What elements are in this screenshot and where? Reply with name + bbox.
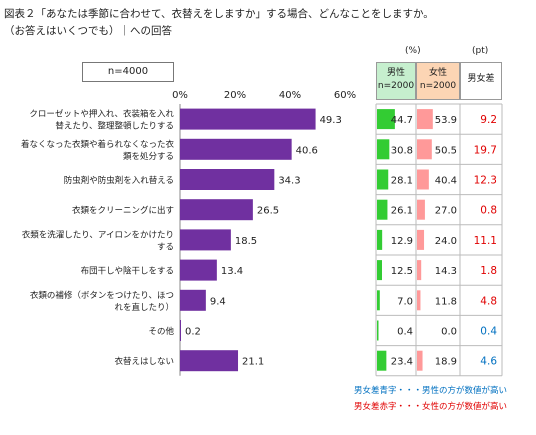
male-value-label: 12.5 bbox=[391, 266, 413, 277]
female-value-label: 40.4 bbox=[435, 176, 457, 187]
category-label: 替えたり、整理整頓したりする bbox=[55, 121, 174, 132]
male-value-label: 12.9 bbox=[391, 236, 413, 247]
female-value-label: 18.9 bbox=[435, 357, 457, 368]
female-value-label: 27.0 bbox=[435, 206, 457, 217]
bar bbox=[180, 138, 292, 160]
male-bar bbox=[377, 290, 380, 311]
female-header: 女性 n=2000 bbox=[416, 62, 460, 100]
male-value-label: 44.7 bbox=[391, 115, 413, 126]
female-value-label: 14.3 bbox=[435, 266, 457, 277]
bar-value-label: 26.5 bbox=[257, 206, 279, 217]
bar bbox=[180, 320, 181, 341]
female-bar bbox=[417, 109, 433, 130]
male-value-label: 26.1 bbox=[391, 206, 413, 217]
legend-male-higher: 男女差青字・・・男性の方が数値が高い bbox=[354, 386, 508, 396]
category-label: 衣類を洗濯したり、アイロンをかけたり bbox=[22, 229, 174, 240]
male-header: 男性 n=2000 bbox=[376, 62, 416, 100]
male-bar bbox=[377, 229, 383, 250]
category-label: 布団干しや陰干しをする bbox=[81, 266, 174, 277]
category-label: 類を処分する bbox=[123, 151, 174, 162]
male-header-label: 男性 bbox=[386, 68, 405, 78]
unit-percent: (%) bbox=[405, 46, 421, 56]
sample-size-box: n=4000 bbox=[82, 62, 174, 82]
bar bbox=[180, 108, 316, 130]
x-tick-label: 20% bbox=[224, 90, 246, 101]
male-bar bbox=[377, 109, 395, 130]
category-label: 衣類をクリーニングに出す bbox=[72, 205, 174, 216]
x-tick-label: 40% bbox=[279, 90, 301, 101]
bar bbox=[180, 169, 275, 190]
female-bar bbox=[417, 350, 423, 371]
female-value-label: 50.5 bbox=[435, 145, 457, 156]
unit-points: (pt) bbox=[472, 46, 489, 56]
male-value-label: 0.4 bbox=[397, 327, 413, 338]
male-bar bbox=[377, 260, 382, 281]
female-value-label: 11.8 bbox=[435, 296, 457, 307]
bar bbox=[180, 199, 253, 221]
bar-value-label: 9.4 bbox=[210, 296, 226, 307]
diff-value-label: 4.8 bbox=[480, 295, 497, 307]
bar-value-label: 34.3 bbox=[278, 176, 300, 187]
diff-value-label: 0.4 bbox=[480, 326, 497, 338]
female-header-n: n=2000 bbox=[419, 81, 457, 91]
male-value-label: 23.4 bbox=[391, 357, 413, 368]
male-bar bbox=[377, 350, 387, 371]
category-label: 衣替えはしない bbox=[114, 356, 174, 367]
diff-header: 男女差 bbox=[460, 62, 502, 100]
bar-value-label: 0.2 bbox=[185, 327, 201, 338]
female-bar bbox=[417, 260, 422, 281]
male-value-label: 30.8 bbox=[391, 145, 413, 156]
bar bbox=[180, 289, 206, 311]
diff-value-label: 19.7 bbox=[474, 144, 497, 156]
category-label: する bbox=[157, 242, 174, 252]
category-label: れを直したり） bbox=[114, 302, 174, 313]
diff-value-label: 4.6 bbox=[480, 356, 497, 368]
bar bbox=[180, 229, 231, 251]
male-bar bbox=[377, 139, 390, 160]
x-tick-label: 60% bbox=[334, 90, 356, 101]
bar-value-label: 49.3 bbox=[320, 115, 342, 126]
male-bar bbox=[377, 320, 379, 341]
category-label: 防虫剤や防虫剤を入れ替える bbox=[64, 175, 174, 186]
female-bar bbox=[417, 139, 432, 160]
category-label: 着なくなった衣類や着られなくなった衣 bbox=[21, 139, 175, 150]
bar-value-label: 40.6 bbox=[296, 145, 318, 156]
title-line-1: 図表２「あなたは季節に合わせて、衣替えをしますか」する場合、どんなことをしますか… bbox=[4, 8, 434, 20]
male-value-label: 7.0 bbox=[397, 296, 413, 307]
diff-value-label: 12.3 bbox=[474, 175, 497, 187]
diff-header-label: 男女差 bbox=[467, 74, 495, 84]
female-header-label: 女性 bbox=[428, 68, 447, 78]
male-header-n: n=2000 bbox=[377, 81, 415, 91]
category-label: クローゼットや押入れ、衣装箱を入れ bbox=[29, 109, 174, 120]
legend-female-higher: 男女差赤字・・・女性の方が数値が高い bbox=[354, 402, 508, 412]
category-label: 衣類の補修（ボタンをつけたり、ほつ bbox=[30, 290, 174, 301]
bar bbox=[180, 350, 239, 372]
female-value-label: 24.0 bbox=[435, 236, 457, 247]
female-bar bbox=[417, 229, 425, 250]
chart-title: 図表２「あなたは季節に合わせて、衣替えをしますか」する場合、どんなことをしますか… bbox=[4, 6, 524, 40]
female-bar bbox=[417, 290, 421, 311]
diff-value-label: 9.2 bbox=[480, 114, 497, 126]
diff-value-label: 0.8 bbox=[480, 205, 497, 217]
bar-value-label: 18.5 bbox=[235, 236, 257, 247]
bar-value-label: 13.4 bbox=[221, 266, 243, 277]
female-value-label: 53.9 bbox=[435, 115, 457, 126]
male-bar bbox=[377, 199, 388, 220]
x-tick-label: 0% bbox=[172, 90, 188, 101]
male-bar bbox=[377, 169, 389, 190]
male-value-label: 28.1 bbox=[391, 176, 413, 187]
title-line-2: （お答えはいくつでも）｜への回答 bbox=[4, 25, 172, 37]
bar-value-label: 21.1 bbox=[242, 357, 264, 368]
diff-value-label: 1.8 bbox=[480, 265, 497, 277]
diff-value-label: 11.1 bbox=[474, 235, 497, 247]
female-bar bbox=[417, 199, 425, 220]
bar bbox=[180, 259, 217, 281]
category-label: その他 bbox=[148, 326, 174, 337]
female-value-label: 0.0 bbox=[441, 327, 457, 338]
female-bar bbox=[417, 169, 429, 190]
